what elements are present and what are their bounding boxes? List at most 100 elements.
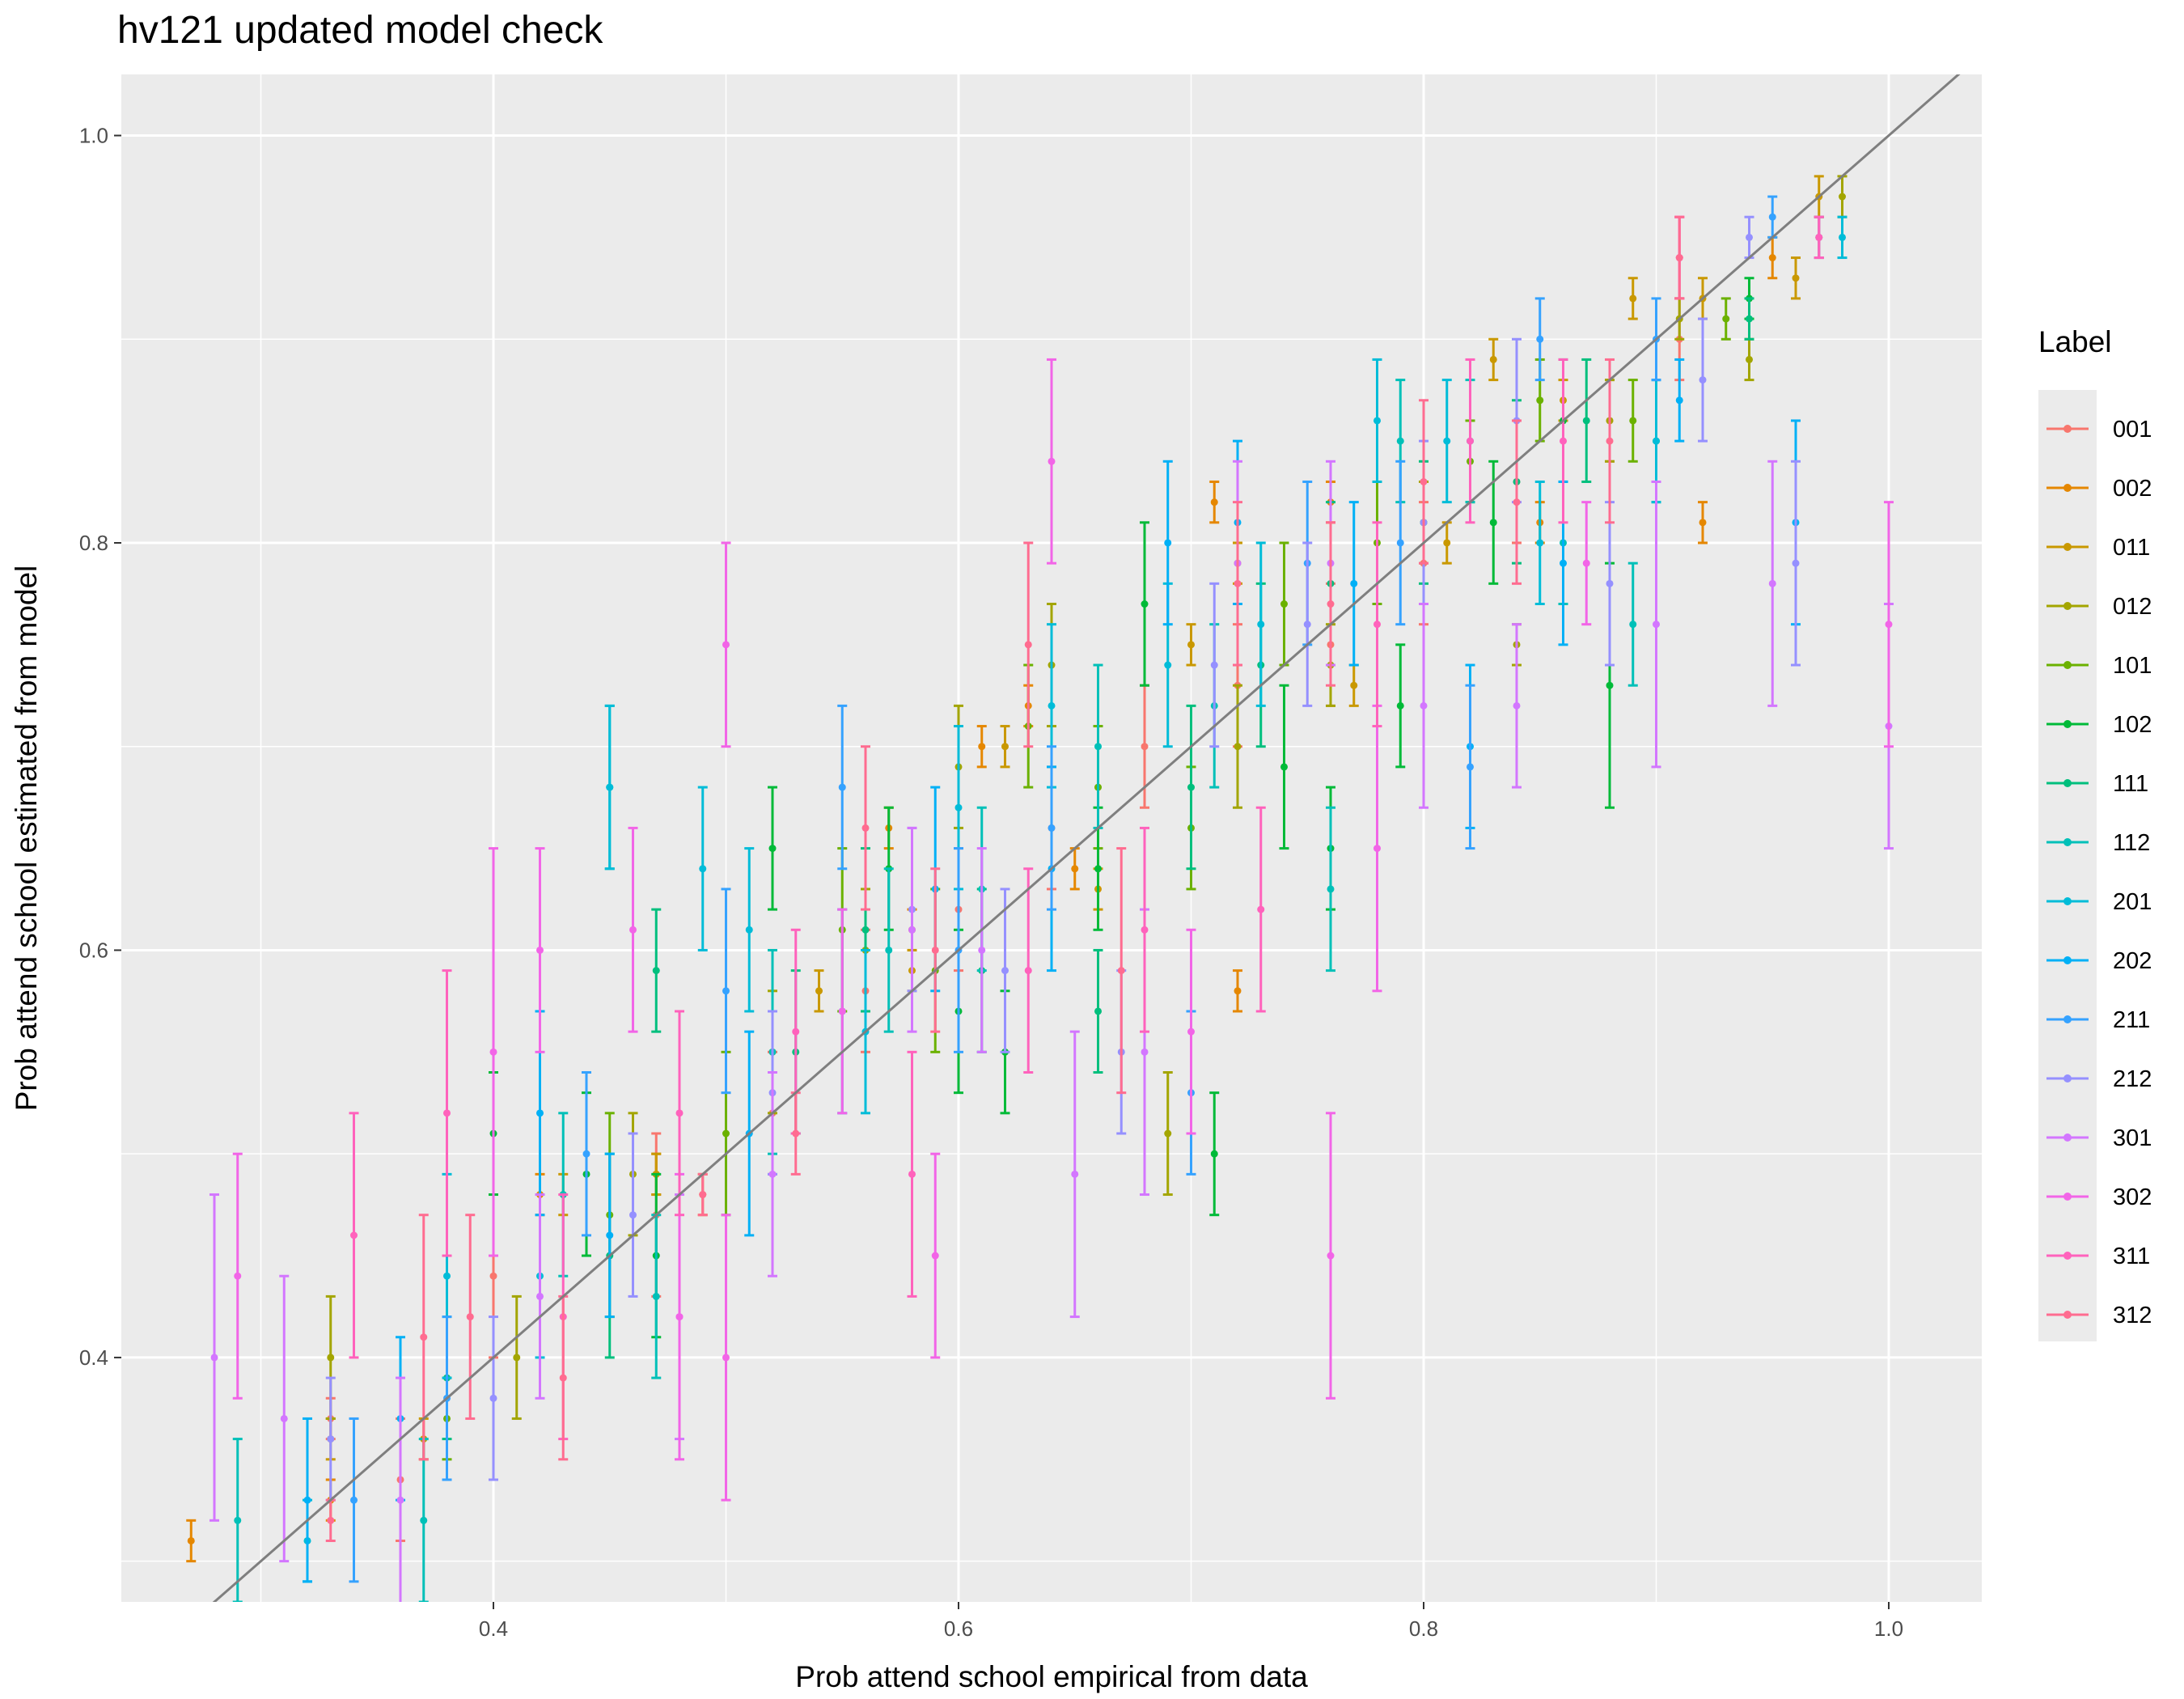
data-point	[606, 783, 614, 791]
data-point	[1582, 417, 1590, 425]
data-point	[1722, 315, 1730, 323]
data-point	[1373, 417, 1381, 425]
data-point	[1141, 926, 1149, 934]
series-312	[325, 215, 1685, 1542]
data-point	[234, 1516, 242, 1524]
data-point	[1327, 1252, 1335, 1260]
data-point	[513, 1354, 521, 1362]
y-tick-label: 0.6	[79, 938, 108, 962]
data-point	[745, 926, 753, 934]
data-point	[815, 987, 823, 995]
data-point	[722, 641, 730, 649]
data-point	[1467, 763, 1474, 771]
data-point	[1420, 477, 1428, 485]
data-point	[1768, 254, 1776, 262]
data-point	[1303, 621, 1311, 629]
data-point	[1280, 600, 1288, 608]
legend-label: 001	[2113, 417, 2152, 443]
legend-key-point	[2063, 1193, 2072, 1201]
data-point	[1210, 661, 1218, 669]
data-point	[1629, 417, 1637, 425]
legend-key-point	[2063, 1015, 2072, 1023]
data-point	[350, 1231, 358, 1239]
legend-key-point	[2063, 1133, 2072, 1142]
legend-key-point	[2063, 720, 2072, 728]
data-point	[280, 1414, 288, 1422]
data-point	[978, 743, 986, 751]
legend-title: Label	[2038, 325, 2112, 358]
data-point	[1839, 233, 1846, 241]
data-point	[1606, 681, 1614, 689]
legend-label: 211	[2113, 1007, 2150, 1033]
data-point	[1024, 967, 1032, 975]
data-point	[792, 1027, 800, 1036]
data-point	[722, 1129, 730, 1138]
data-point	[1048, 457, 1056, 465]
data-point	[675, 1313, 684, 1321]
legend-label: 112	[2113, 830, 2150, 856]
data-point	[1071, 1170, 1079, 1178]
data-point	[1885, 621, 1893, 629]
data-point	[838, 1007, 846, 1015]
legend-key-point	[2063, 1074, 2072, 1083]
data-point	[1792, 274, 1800, 282]
x-axis-title: Prob attend school empirical from data	[795, 1660, 1308, 1693]
data-point	[1071, 865, 1079, 873]
data-point	[1164, 1129, 1172, 1138]
data-point	[838, 783, 846, 791]
data-point	[1653, 437, 1660, 445]
data-point	[1373, 845, 1381, 853]
data-point	[1257, 621, 1265, 629]
data-point	[629, 926, 637, 934]
data-point	[1187, 783, 1195, 791]
data-point	[420, 1333, 428, 1341]
data-point	[1792, 559, 1800, 567]
data-point	[536, 946, 544, 954]
data-point	[675, 1109, 684, 1117]
data-point	[1141, 1048, 1149, 1056]
y-axis-title: Prob attend school estimated from model	[10, 566, 43, 1112]
legend-key-point	[2063, 779, 2072, 787]
data-point	[652, 967, 660, 975]
data-point	[1327, 885, 1335, 893]
data-point	[1699, 519, 1707, 527]
legend-label: 302	[2113, 1184, 2152, 1210]
data-point	[1327, 600, 1335, 608]
data-point	[1396, 437, 1404, 445]
legend-key-point	[2063, 1311, 2072, 1319]
data-point	[1443, 437, 1451, 445]
chart-title: hv121 updated model check	[117, 9, 603, 52]
data-point	[1513, 701, 1521, 710]
y-tick-label: 1.0	[79, 124, 108, 148]
data-point	[1001, 743, 1009, 751]
data-point	[908, 926, 916, 934]
data-point	[1746, 315, 1753, 323]
data-point	[1443, 539, 1451, 547]
data-point	[1048, 824, 1056, 832]
data-point	[443, 1272, 451, 1280]
data-layer	[186, 74, 1961, 1602]
data-point	[1536, 335, 1544, 343]
data-point	[1396, 539, 1404, 547]
data-point	[652, 1292, 660, 1300]
data-point	[1746, 233, 1753, 241]
data-point	[210, 1354, 218, 1362]
data-point	[1513, 498, 1521, 506]
legend-key-point	[2063, 425, 2072, 433]
data-point	[1629, 294, 1637, 303]
data-point	[582, 1150, 590, 1158]
legend-key-point	[2063, 661, 2072, 669]
data-point	[978, 946, 986, 954]
data-point	[1024, 641, 1032, 649]
data-point	[1699, 376, 1707, 384]
data-point	[536, 1109, 544, 1117]
data-point	[1234, 743, 1242, 751]
x-tick-label: 1.0	[1874, 1616, 1903, 1641]
data-point	[1117, 967, 1125, 975]
legend-label: 002	[2113, 476, 2152, 502]
data-point	[931, 1252, 939, 1260]
data-point	[699, 865, 707, 873]
data-point	[885, 946, 893, 954]
data-point	[443, 1109, 451, 1117]
